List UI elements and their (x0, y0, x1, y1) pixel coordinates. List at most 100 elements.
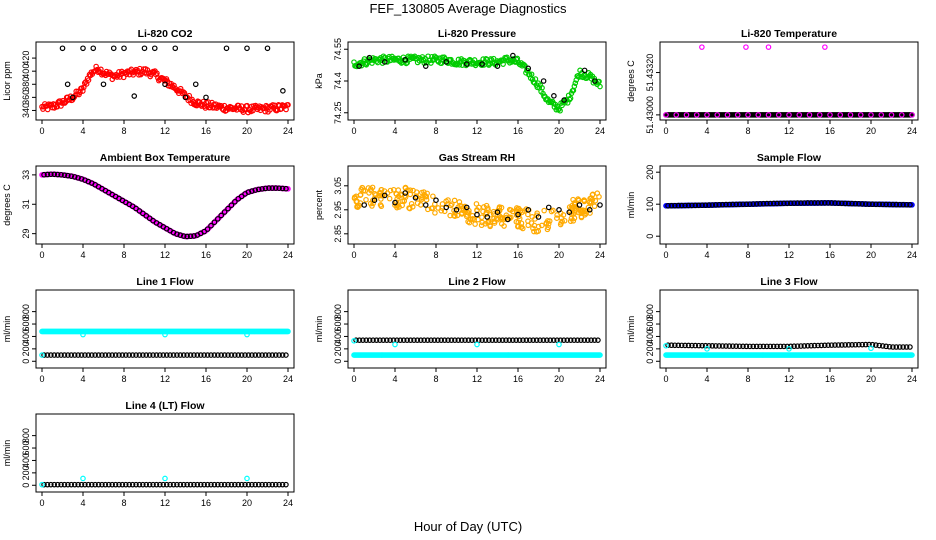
data-point (665, 202, 671, 209)
panel-title-line2: Line 2 Flow (448, 276, 506, 288)
data-point (235, 352, 242, 358)
data-point (279, 352, 286, 358)
data-point (719, 201, 726, 208)
data-point (221, 352, 228, 358)
data-point (407, 205, 413, 212)
data-point (868, 345, 874, 352)
data-point (351, 194, 358, 201)
data-point (390, 186, 397, 193)
data-point (68, 173, 75, 179)
data-point (276, 481, 282, 488)
data-point (525, 218, 531, 224)
data-point (883, 201, 889, 208)
data-point (221, 209, 228, 215)
data-point (421, 337, 427, 343)
data-point (869, 201, 876, 208)
data-point (886, 343, 893, 350)
data-point (818, 200, 825, 206)
x-tick-label: 24 (283, 498, 293, 508)
data-point (545, 204, 552, 211)
data-point (180, 481, 187, 488)
data-point (723, 201, 729, 208)
x-tick-label: 4 (392, 126, 397, 136)
data-point (591, 337, 598, 343)
x-tick-label: 24 (595, 374, 605, 384)
data-point (162, 81, 168, 88)
y-tick-label: 800 (645, 304, 655, 319)
series-co2-0 (39, 63, 291, 116)
data-point (825, 342, 831, 348)
data-point (876, 342, 883, 349)
data-point (868, 112, 874, 118)
panel-line3: Line 3 Flow ml/min 0 4 8 12 16 20 24 0 20040060080… (626, 276, 919, 384)
data-point (95, 481, 102, 488)
data-point (765, 112, 772, 118)
data-point (743, 201, 750, 208)
data-point (140, 352, 146, 358)
data-point (794, 200, 801, 206)
data-point (767, 200, 774, 207)
data-point (862, 201, 869, 207)
data-point (685, 202, 692, 209)
data-point (479, 61, 485, 67)
data-point (387, 337, 393, 343)
data-point (78, 352, 85, 358)
data-point (796, 112, 803, 118)
x-tick-label: 12 (160, 498, 170, 508)
data-point (392, 199, 398, 206)
data-point (808, 200, 814, 206)
data-point (909, 352, 915, 358)
panel-line4: Line 4 (LT) Flow ml/min 0 4 8 12 16 20 24 0 200400… (2, 400, 295, 508)
data-point (116, 352, 122, 358)
data-point (143, 352, 150, 358)
data-point (438, 207, 445, 214)
data-point (456, 61, 463, 68)
data-point (890, 344, 896, 350)
data-point (276, 352, 282, 358)
x-tick-label: 12 (784, 250, 794, 260)
data-point (596, 193, 602, 200)
data-point (463, 61, 470, 67)
data-point (857, 112, 864, 118)
y-tick-label: 600 (333, 317, 343, 332)
x-tick-label: 4 (704, 126, 709, 136)
data-point (597, 83, 603, 90)
data-point (729, 201, 736, 208)
data-point (435, 205, 442, 211)
data-point (58, 103, 64, 109)
data-point (873, 201, 879, 208)
data-point (266, 352, 272, 358)
data-point (821, 342, 828, 349)
data-point (709, 202, 716, 208)
data-point (903, 344, 910, 350)
data-point (162, 475, 168, 482)
series-rh-1 (361, 190, 603, 223)
data-point (404, 337, 410, 343)
data-point (59, 45, 66, 52)
data-point (381, 59, 388, 65)
data-point (285, 186, 291, 192)
data-point (775, 112, 782, 118)
data-point (174, 481, 180, 488)
data-point (689, 342, 695, 349)
data-point (472, 221, 478, 227)
panel-line1: Line 1 Flow ml/min 0 4 8 12 16 20 24 0 20040060080… (2, 276, 295, 384)
y-tick-label: 600 (21, 441, 31, 456)
data-point (469, 337, 475, 343)
y-tick-label: 3.05 (333, 177, 343, 195)
data-point (58, 171, 64, 178)
data-point (242, 352, 248, 358)
data-point (82, 352, 88, 358)
data-point (588, 337, 594, 343)
data-point (557, 107, 563, 114)
data-point (280, 88, 286, 94)
data-point (54, 352, 61, 358)
data-point (211, 481, 218, 488)
data-point (162, 331, 168, 338)
data-point (249, 352, 255, 358)
x-tick-label: 4 (704, 374, 709, 384)
series-pressure-1 (356, 52, 598, 103)
data-point (41, 481, 47, 488)
x-tick-label: 8 (121, 374, 126, 384)
x-tick-label: 8 (121, 498, 126, 508)
